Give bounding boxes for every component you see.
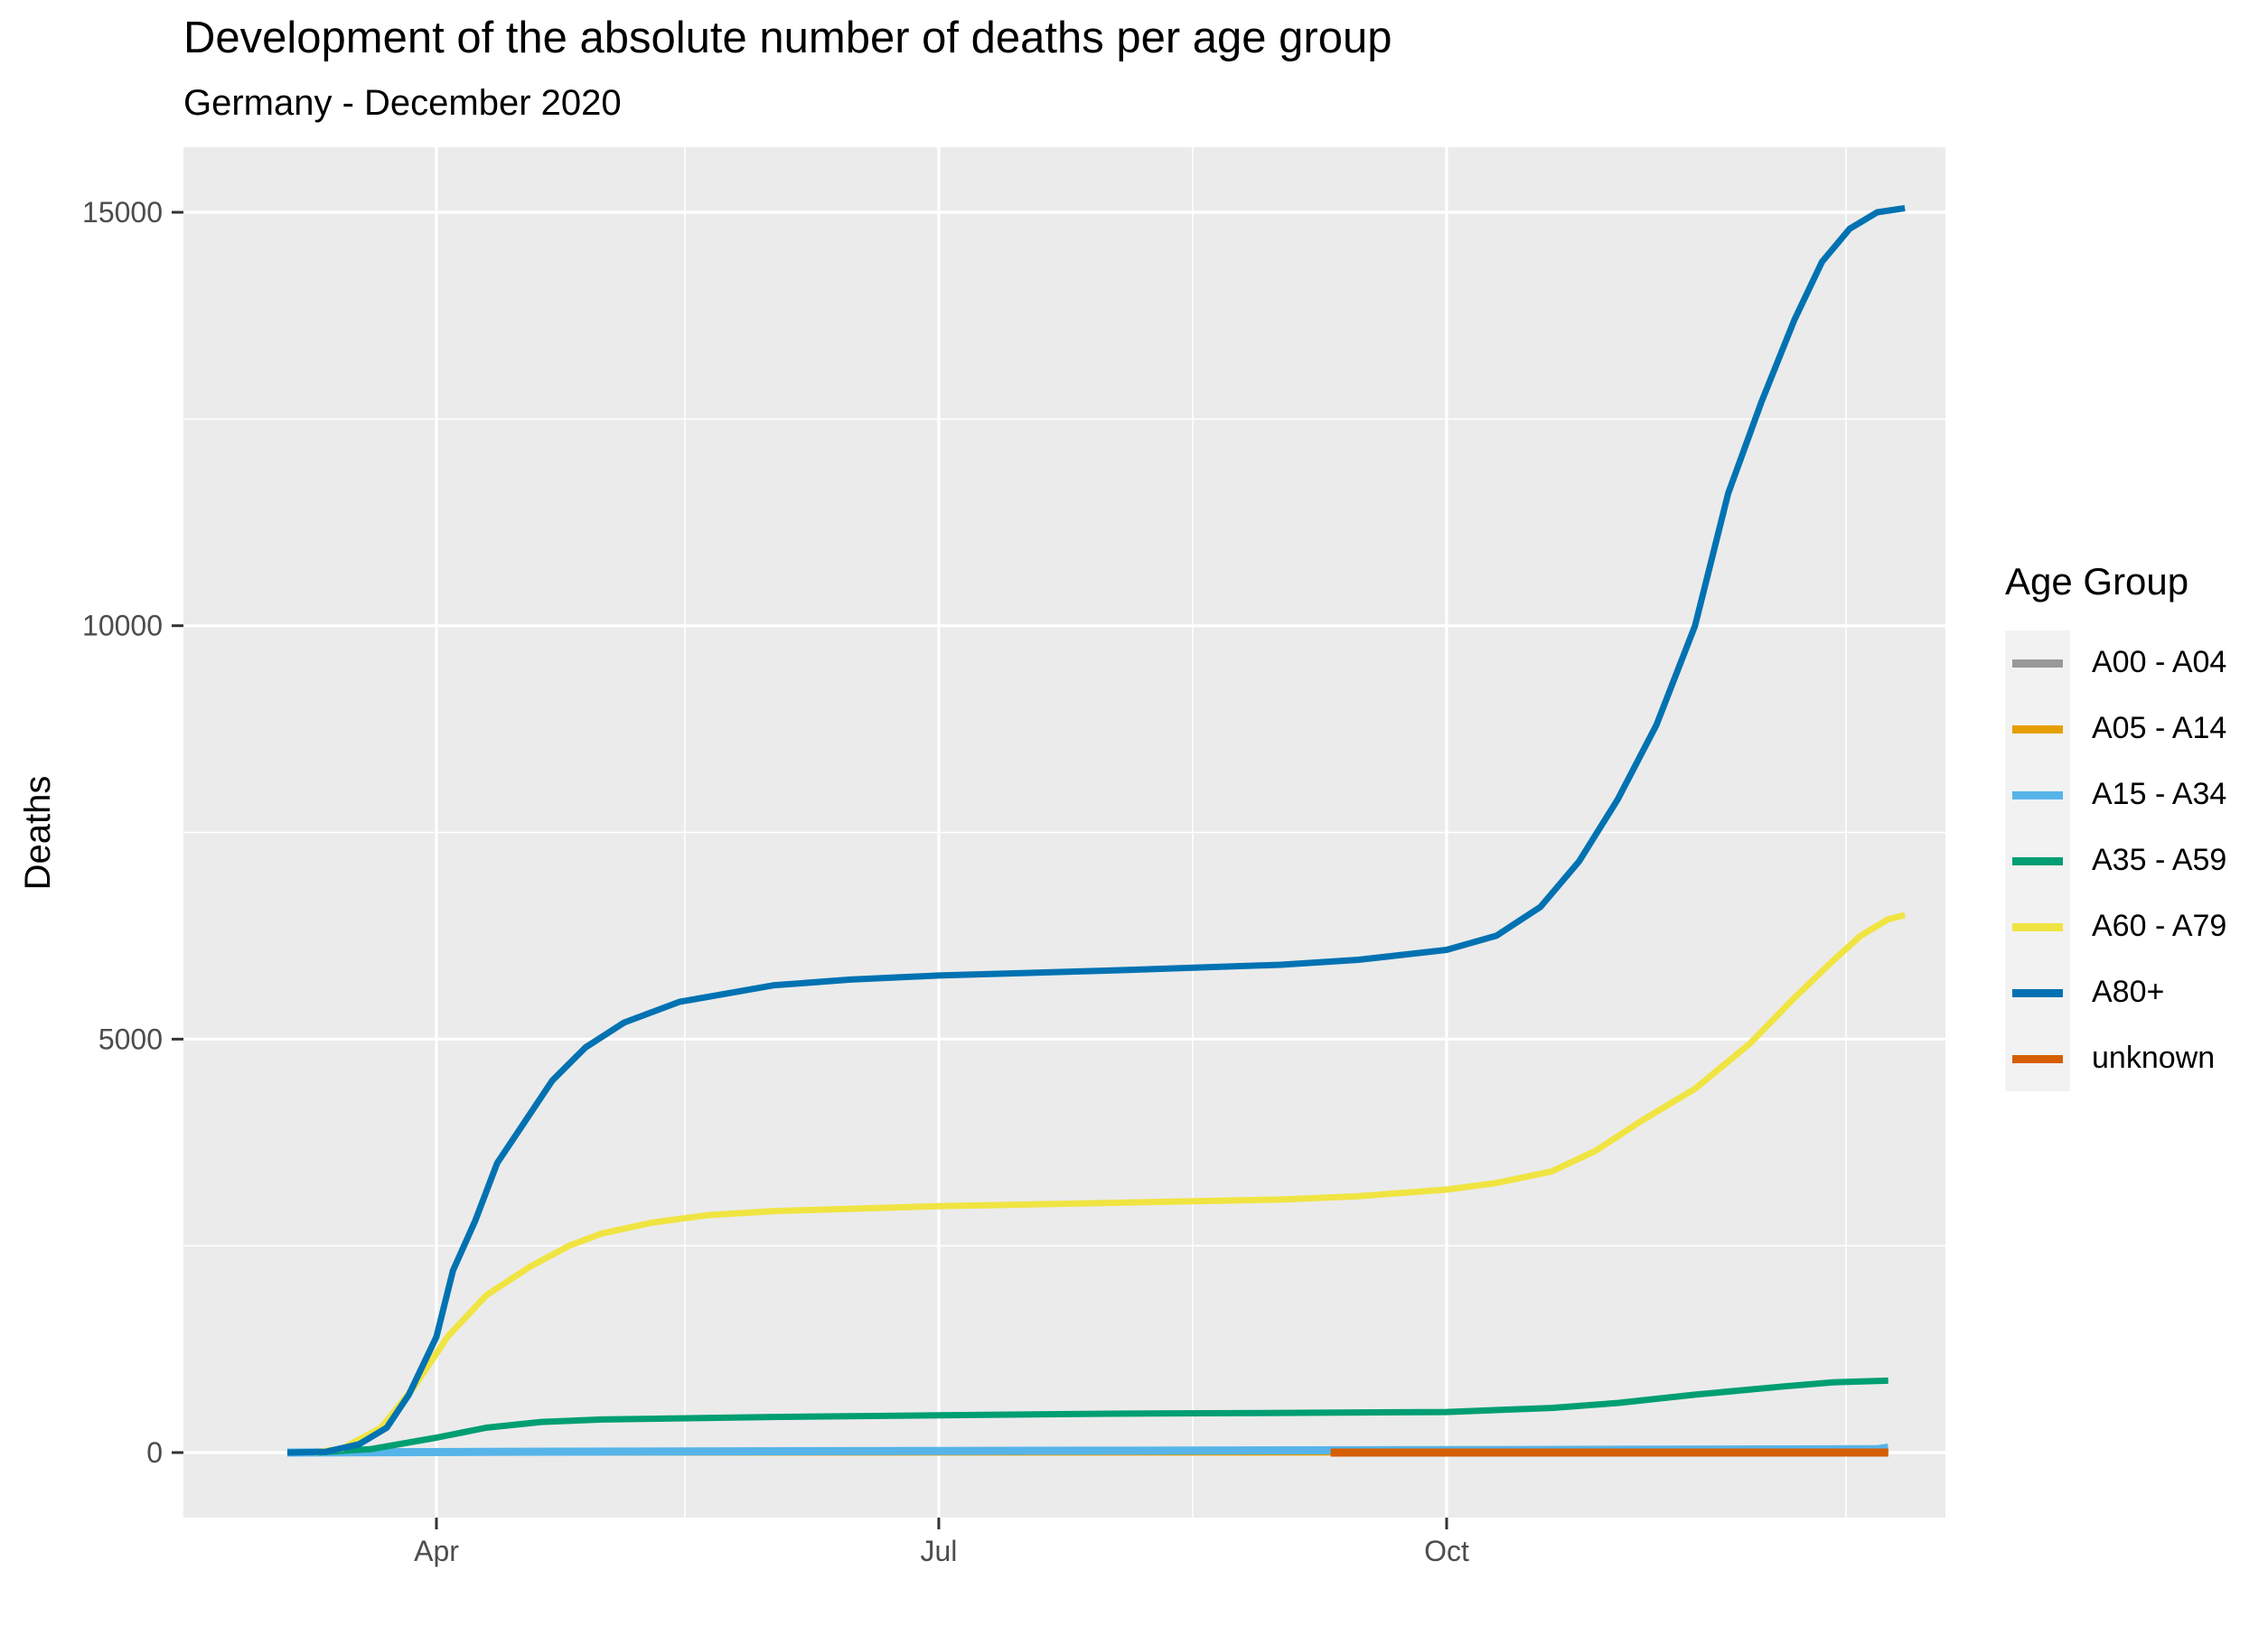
- y-axis-title: Deaths: [18, 776, 58, 891]
- legend-item: A80+: [2005, 960, 2268, 1026]
- legend-swatch: [2012, 659, 2063, 668]
- legend: Age Group A00 - A04 A05 - A14 A15 - A34 A35…: [2005, 560, 2226, 1091]
- legend-item: A35 - A59: [2005, 828, 2268, 894]
- legend-label: A05 - A14: [2092, 711, 2227, 745]
- series-line-a35-a59: [314, 1377, 1888, 1456]
- x-tick-label: Jul: [920, 1535, 957, 1567]
- series-line-a80-: [286, 204, 1906, 1456]
- legend-swatch: [2012, 1055, 2063, 1063]
- legend-label: unknown: [2092, 1041, 2216, 1075]
- legend-keys: A00 - A04 A05 - A14 A15 - A34 A35 - A59 A60 …: [2005, 631, 2226, 1091]
- legend-item: A60 - A79: [2005, 894, 2268, 960]
- legend-swatch: [2012, 791, 2063, 799]
- legend-label: A00 - A04: [2092, 645, 2227, 679]
- legend-item: A05 - A14: [2005, 696, 2268, 762]
- legend-swatch: [2012, 725, 2063, 734]
- legend-swatch: [2012, 989, 2063, 997]
- legend-label: A35 - A59: [2092, 843, 2227, 877]
- x-tick-label: Apr: [414, 1535, 459, 1567]
- legend-swatch: [2012, 857, 2063, 865]
- legend-item: unknown: [2005, 1026, 2268, 1092]
- legend-label: A15 - A34: [2092, 777, 2227, 811]
- axis-ticks: [172, 210, 1448, 1529]
- chart-title: Development of the absolute number of de…: [183, 14, 1392, 62]
- series-lines: [286, 204, 1906, 1457]
- legend-item: A00 - A04: [2005, 631, 2268, 696]
- x-tick-label: Oct: [1424, 1535, 1469, 1567]
- series-line-a60-a79: [314, 911, 1906, 1456]
- y-tick-label: 0: [146, 1436, 163, 1469]
- legend-title: Age Group: [2005, 560, 2189, 603]
- legend-swatch: [2012, 923, 2063, 931]
- legend-item: A15 - A34: [2005, 762, 2268, 828]
- legend-label: A80+: [2092, 975, 2165, 1009]
- grid-minor: [183, 147, 1945, 1518]
- y-tick-label: 5000: [98, 1023, 163, 1055]
- legend-label: A60 - A79: [2092, 909, 2227, 943]
- chart-subtitle: Germany - December 2020: [183, 83, 622, 123]
- y-tick-label: 15000: [82, 196, 163, 229]
- y-tick-label: 10000: [82, 610, 163, 642]
- axis-labels: 0 5000 10000 15000 Apr Jul Oct: [82, 196, 1469, 1567]
